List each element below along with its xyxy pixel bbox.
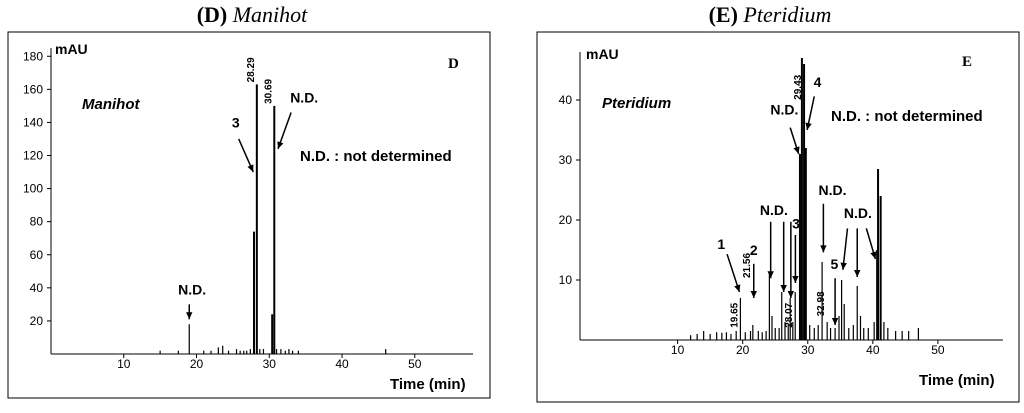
annotation-arrowhead [750,291,757,298]
retention-time-label: 29.43 [793,74,804,99]
panel-e-x-ticks: 10 20 30 40 50 [671,340,945,357]
annotation-arrowhead [793,146,800,154]
x-tick-label: 40 [866,343,880,357]
annotation-label: 3 [232,114,240,130]
annotation-arrowhead [787,291,795,298]
x-tick-label: 40 [335,357,349,371]
x-tick-label: 10 [671,343,685,357]
y-tick-label: 60 [30,248,44,262]
panel-e-note: N.D. : not determined [831,108,983,125]
panel-d-y-unit: mAU [55,41,88,57]
panel-e-letter: E [962,54,972,70]
retention-time-label: 21.56 [742,253,753,278]
y-tick-label: 80 [30,215,44,229]
panel-e-sample-name: Pteridium [602,95,671,112]
annotation-label: N.D. [760,202,788,218]
retention-time-label: 28.07 [784,302,795,327]
panel-e-retention-labels: 19.65 21.56 28.07 29.43 32.98 [729,74,827,327]
annotation-arrowhead [767,271,774,279]
annotation-label: N.D. [178,281,206,297]
annotation-label: N.D. [844,205,872,221]
panel-d-y-ticks: 20 40 60 80 100 120 140 160 180 [23,49,51,328]
panel-d-title-name: Manihot [232,2,308,27]
annotation-arrowhead [854,270,861,277]
y-tick-label: 40 [559,93,573,107]
y-tick-label: 160 [23,82,43,96]
annotation-arrowhead [247,164,254,173]
annotation-arrowhead [840,262,847,270]
annotation-label: N.D. [770,101,798,117]
y-tick-label: 100 [23,182,43,196]
annotation-label: 2 [750,242,758,258]
panel-d-letter: D [448,56,459,72]
annotation-label: N.D. [290,90,318,106]
panel-e-peaks [690,58,920,340]
panel-d: (D) Manihot 20 40 60 80 100 120 140 160 180 10 20… [7,2,491,399]
x-tick-label: 30 [801,343,815,357]
panel-e-title-letter: (E) [709,2,738,27]
panel-d-frame [7,31,491,399]
x-tick-label: 50 [408,357,422,371]
annotation-label: 1 [717,236,725,252]
y-tick-label: 10 [559,273,573,287]
y-tick-label: 20 [559,213,573,227]
retention-time-label: 30.69 [263,78,274,103]
panel-e-title-name: Pteridium [742,2,831,27]
y-tick-label: 30 [559,153,573,167]
retention-time-label: 28.29 [246,57,257,82]
y-tick-label: 140 [23,115,43,129]
panel-d-title-letter: (D) [197,2,228,27]
x-tick-label: 20 [190,357,204,371]
panel-d-annotations: N.D. 3 N.D. [178,90,318,320]
annotation-arrowhead [277,141,284,149]
annotation-label: 5 [831,256,839,272]
x-tick-label: 30 [263,357,277,371]
panel-e-title: (E) Pteridium [709,2,832,27]
x-tick-label: 20 [736,343,750,357]
annotation-arrowhead [805,122,812,130]
annotation-arrowhead [792,276,799,283]
retention-time-label: 19.65 [729,302,740,327]
annotation-arrowhead [820,245,827,253]
retention-time-label: 32.98 [816,291,827,316]
panel-d-note: N.D. : not determined [300,148,452,165]
panel-e-y-unit: mAU [586,46,619,62]
annotation-arrowhead [186,312,193,320]
annotation-label: 3 [792,215,800,231]
panel-e-y-ticks: 10 20 30 40 [559,93,580,287]
annotation-arrowhead [870,251,877,259]
panel-e: (E) Pteridium 10 20 30 40 10 20 30 40 50 19.65 2… [536,2,1020,403]
y-tick-label: 40 [30,281,44,295]
panel-d-retention-labels: 28.29 30.69 [246,57,274,104]
annotation-arrowhead [831,318,839,325]
annotation-label: 4 [814,74,822,90]
panel-e-frame [536,31,1020,403]
panel-d-x-ticks: 10 20 30 40 50 [117,354,422,371]
x-tick-label: 50 [931,343,945,357]
y-tick-label: 20 [30,314,44,328]
panel-e-x-label: Time (min) [919,372,995,389]
y-tick-label: 180 [23,49,43,63]
panel-d-sample-name: Manihot [82,96,140,113]
annotation-label: N.D. [818,182,846,198]
annotation-arrowhead [780,285,787,292]
panel-e-annotations: 1 2N.D.3N.D.4N.D.5N.D. [717,74,877,325]
y-tick-label: 120 [23,149,43,163]
annotation-arrowhead [734,284,741,292]
panel-d-title: (D) Manihot [197,2,308,27]
panel-d-x-label: Time (min) [390,376,466,393]
panel-d-peaks [159,84,387,354]
x-tick-label: 10 [117,357,131,371]
